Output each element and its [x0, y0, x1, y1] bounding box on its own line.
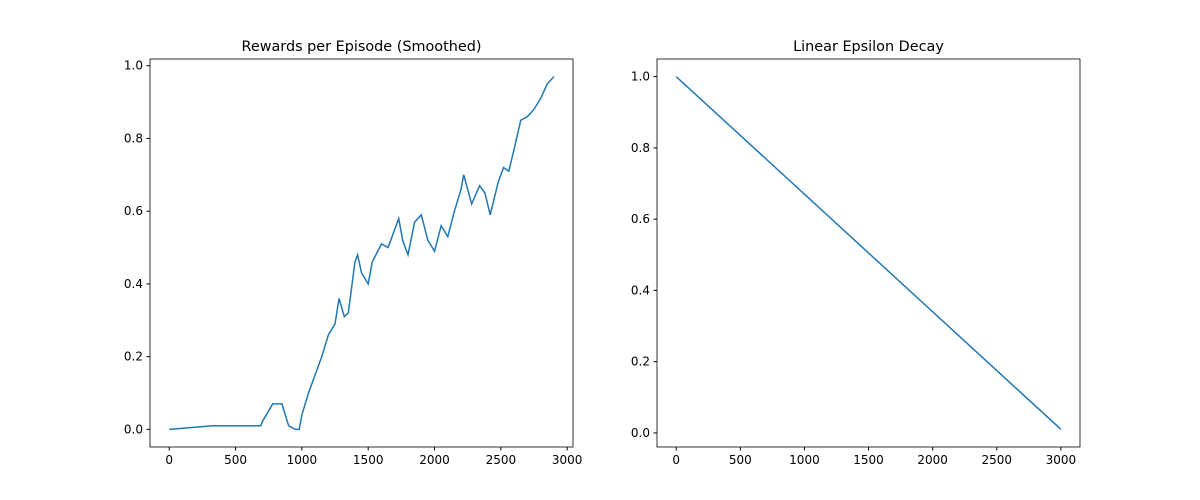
line [675, 76, 1062, 430]
x-tick-label: 1500 [853, 453, 884, 467]
y-tick-label: 0.6 [631, 212, 650, 226]
x-tick-label: 0 [672, 453, 680, 467]
y-tick-label: 1.0 [631, 70, 650, 84]
y-tick-label: 0.8 [124, 131, 143, 145]
axes-frame [149, 58, 574, 448]
y-tick-label: 0.4 [124, 277, 143, 291]
x-tick-label: 2000 [419, 453, 450, 467]
x-tick-label: 1000 [287, 453, 318, 467]
y-tick-label: 0.8 [631, 141, 650, 155]
chart-title: Linear Epsilon Decay [793, 39, 944, 55]
y-tick-label: 0.2 [631, 355, 650, 369]
x-tick-label: 500 [729, 453, 752, 467]
y-tick-label: 0.2 [124, 350, 143, 364]
x-tick-label: 2500 [486, 453, 517, 467]
y-tick-label: 1.0 [124, 59, 143, 73]
chart-title: Rewards per Episode (Smoothed) [242, 39, 482, 55]
y-tick-label: 0.4 [631, 283, 650, 297]
x-tick-label: 0 [165, 453, 173, 467]
x-tick-label: 1500 [353, 453, 384, 467]
x-tick-label: 2500 [982, 453, 1013, 467]
x-tick-label: 500 [224, 453, 247, 467]
y-tick-label: 0.0 [631, 426, 650, 440]
y-tick-label: 0.0 [124, 422, 143, 436]
x-tick-label: 3000 [1046, 453, 1077, 467]
axes-frame [656, 58, 1081, 448]
x-tick-label: 2000 [917, 453, 948, 467]
x-tick-label: 3000 [552, 453, 583, 467]
x-tick-label: 1000 [789, 453, 820, 467]
line [169, 76, 555, 431]
y-tick-label: 0.6 [124, 204, 143, 218]
